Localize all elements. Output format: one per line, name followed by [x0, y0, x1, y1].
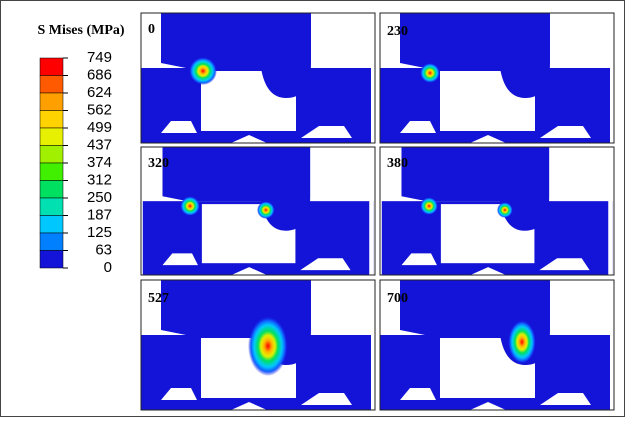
- legend-label: 624: [87, 84, 112, 101]
- legend-label: 187: [87, 206, 112, 223]
- panel-label: 527: [148, 291, 169, 306]
- panel-label: 0: [148, 22, 155, 37]
- legend-label: 0: [104, 259, 112, 276]
- figure: S Mises (MPa) 74968662456249943737431225…: [0, 0, 625, 417]
- color-band: [40, 233, 63, 251]
- panel-label: 380: [387, 156, 408, 171]
- color-band: [40, 163, 63, 181]
- panel-label: 230: [387, 24, 408, 39]
- color-band: [40, 111, 63, 129]
- panel-label: 320: [148, 156, 169, 171]
- color-band: [40, 251, 63, 269]
- legend-label: 312: [87, 171, 112, 188]
- legend-label: 499: [87, 119, 112, 136]
- legend-label: 562: [87, 101, 112, 118]
- legend-label: 125: [87, 224, 112, 241]
- color-band: [40, 58, 63, 76]
- legend-label: 250: [87, 189, 112, 206]
- color-band: [40, 181, 63, 199]
- color-band: [40, 216, 63, 234]
- legend-label: 63: [95, 241, 112, 258]
- color-band: [40, 128, 63, 146]
- color-band: [40, 76, 63, 94]
- color-band: [40, 93, 63, 111]
- color-band: [40, 146, 63, 164]
- panel-label: 700: [387, 291, 408, 306]
- legend-label: 437: [87, 136, 112, 153]
- legend-label: 686: [87, 66, 112, 83]
- legend-label: 374: [87, 154, 112, 171]
- legend-label: 749: [87, 49, 112, 66]
- legend-title: S Mises (MPa): [37, 23, 124, 38]
- color-band: [40, 198, 63, 216]
